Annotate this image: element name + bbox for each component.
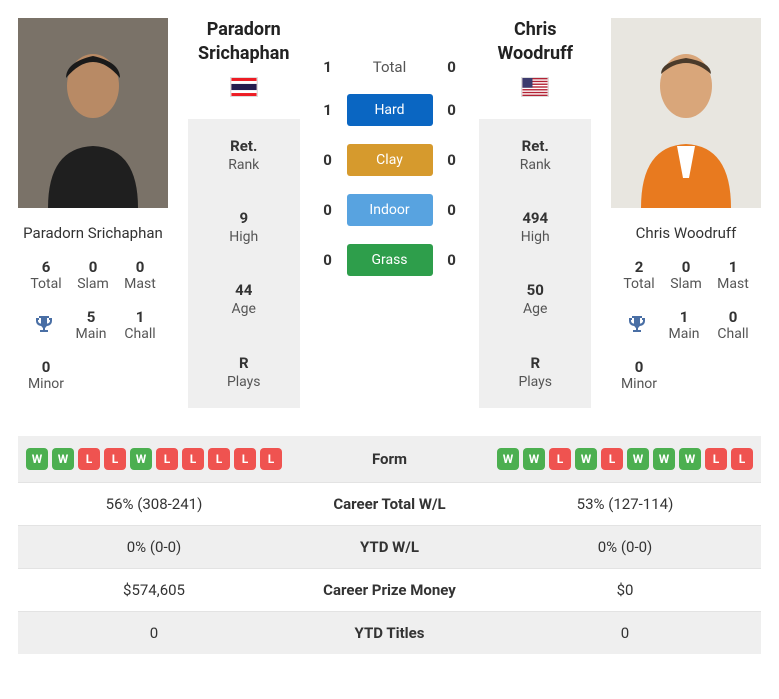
form-win-chip[interactable]: W	[575, 448, 597, 470]
form-loss-chip[interactable]: L	[731, 448, 753, 470]
p1-main-titles: 5Main	[69, 308, 113, 342]
form-label: Form	[290, 436, 489, 483]
p2-chall-titles: 0Chall	[711, 308, 755, 342]
thailand-flag-icon	[188, 77, 300, 101]
p2-slam-titles: 0Slam	[664, 258, 708, 292]
player2-info-col: Chris Woodruff Ret.Rank 494High 50Age RP…	[479, 18, 591, 408]
form-loss-chip[interactable]: L	[705, 448, 727, 470]
form-loss-chip[interactable]: L	[260, 448, 282, 470]
form-win-chip[interactable]: W	[523, 448, 545, 470]
p2-prize: $0	[489, 569, 761, 612]
top-section: Paradorn Srichaphan 6Total 0Slam 0Mast 5…	[18, 18, 761, 408]
form-loss-chip[interactable]: L	[208, 448, 230, 470]
player1-name[interactable]: Paradorn Srichaphan	[188, 18, 300, 67]
comparison-table: WWLLWLLLLL Form WWLWLWWWLL 56% (308-241)…	[18, 436, 761, 654]
p2-minor-titles: 0Minor	[617, 358, 661, 392]
p1-chall-titles: 1Chall	[118, 308, 162, 342]
player2-name-caption[interactable]: Chris Woodruff	[611, 208, 761, 258]
p2-mast-titles: 1Mast	[711, 258, 755, 292]
form-loss-chip[interactable]: L	[104, 448, 126, 470]
prize-row: $574,605 Career Prize Money $0	[18, 569, 761, 612]
player2-name[interactable]: Chris Woodruff	[479, 18, 591, 67]
career-wl-row: 56% (308-241) Career Total W/L 53% (127-…	[18, 483, 761, 526]
p2-high: 494High	[479, 191, 591, 263]
p2-main-titles: 1Main	[662, 308, 706, 342]
form-win-chip[interactable]: W	[130, 448, 152, 470]
trophy-icon	[617, 313, 657, 337]
ytd-wl-row: 0% (0-0) YTD W/L 0% (0-0)	[18, 526, 761, 569]
p2-plays: RPlays	[479, 336, 591, 408]
p2-ytd-wl: 0% (0-0)	[489, 526, 761, 569]
usa-flag-icon	[479, 77, 591, 101]
p1-ytd-titles: 0	[18, 612, 290, 655]
h2h-indoor: 0 Indoor 0	[320, 194, 460, 226]
form-win-chip[interactable]: W	[52, 448, 74, 470]
player1-info-col: Paradorn Srichaphan Ret.Rank 9High 44Age…	[188, 18, 300, 408]
p2-rank: Ret.Rank	[479, 119, 591, 191]
form-row: WWLLWLLLLL Form WWLWLWWWLL	[18, 436, 761, 483]
avatar-placeholder-icon	[611, 18, 761, 208]
p1-total-titles: 6Total	[24, 258, 68, 292]
player2-titles: 2Total 0Slam 1Mast 1Main 0Chall 0Minor	[611, 258, 761, 408]
p1-age: 44Age	[188, 263, 300, 335]
ytd-titles-row: 0 YTD Titles 0	[18, 612, 761, 655]
h2h-grass: 0 Grass 0	[320, 244, 460, 276]
grass-surface-chip[interactable]: Grass	[347, 244, 433, 276]
ytd-titles-label: YTD Titles	[290, 612, 489, 655]
p2-ytd-titles: 0	[489, 612, 761, 655]
p1-ytd-wl: 0% (0-0)	[18, 526, 290, 569]
p1-form: WWLLWLLLLL	[18, 436, 290, 483]
clay-surface-chip[interactable]: Clay	[347, 144, 433, 176]
h2h-hard: 1 Hard 0	[320, 94, 460, 126]
prize-label: Career Prize Money	[290, 569, 489, 612]
form-win-chip[interactable]: W	[26, 448, 48, 470]
form-win-chip[interactable]: W	[653, 448, 675, 470]
p2-total-titles: 2Total	[617, 258, 661, 292]
p1-career-wl: 56% (308-241)	[18, 483, 290, 526]
player2-stats-stack: Ret.Rank 494High 50Age RPlays	[479, 119, 591, 408]
player1-photo[interactable]	[18, 18, 168, 208]
avatar-placeholder-icon	[18, 18, 168, 208]
h2h-comparison: Paradorn Srichaphan 6Total 0Slam 0Mast 5…	[0, 0, 779, 672]
player1-stats-stack: Ret.Rank 9High 44Age RPlays	[188, 119, 300, 408]
form-loss-chip[interactable]: L	[234, 448, 256, 470]
form-loss-chip[interactable]: L	[549, 448, 571, 470]
player2-photo[interactable]	[611, 18, 761, 208]
p2-career-wl: 53% (127-114)	[489, 483, 761, 526]
p1-high: 9High	[188, 191, 300, 263]
h2h-clay: 0 Clay 0	[320, 144, 460, 176]
h2h-total: 1 Total 0	[320, 58, 460, 76]
p1-rank: Ret.Rank	[188, 119, 300, 191]
ytd-wl-label: YTD W/L	[290, 526, 489, 569]
form-win-chip[interactable]: W	[679, 448, 701, 470]
p2-form: WWLWLWWWLL	[489, 436, 761, 483]
form-win-chip[interactable]: W	[627, 448, 649, 470]
trophy-icon	[24, 313, 64, 337]
form-loss-chip[interactable]: L	[156, 448, 178, 470]
form-win-chip[interactable]: W	[497, 448, 519, 470]
hard-surface-chip[interactable]: Hard	[347, 94, 433, 126]
player1-photo-col: Paradorn Srichaphan 6Total 0Slam 0Mast 5…	[18, 18, 168, 408]
indoor-surface-chip[interactable]: Indoor	[347, 194, 433, 226]
player1-name-caption[interactable]: Paradorn Srichaphan	[18, 208, 168, 258]
p1-plays: RPlays	[188, 336, 300, 408]
form-loss-chip[interactable]: L	[182, 448, 204, 470]
player1-titles: 6Total 0Slam 0Mast 5Main 1Chall 0Minor	[18, 258, 168, 408]
career-wl-label: Career Total W/L	[290, 483, 489, 526]
h2h-column: 1 Total 0 1 Hard 0 0 Clay 0 0 Indoor 0 0	[320, 18, 460, 408]
p1-prize: $574,605	[18, 569, 290, 612]
p1-slam-titles: 0Slam	[71, 258, 115, 292]
p1-mast-titles: 0Mast	[118, 258, 162, 292]
player2-photo-col: Chris Woodruff 2Total 0Slam 1Mast 1Main …	[611, 18, 761, 408]
p1-minor-titles: 0Minor	[24, 358, 68, 392]
form-loss-chip[interactable]: L	[78, 448, 100, 470]
p2-age: 50Age	[479, 263, 591, 335]
form-loss-chip[interactable]: L	[601, 448, 623, 470]
